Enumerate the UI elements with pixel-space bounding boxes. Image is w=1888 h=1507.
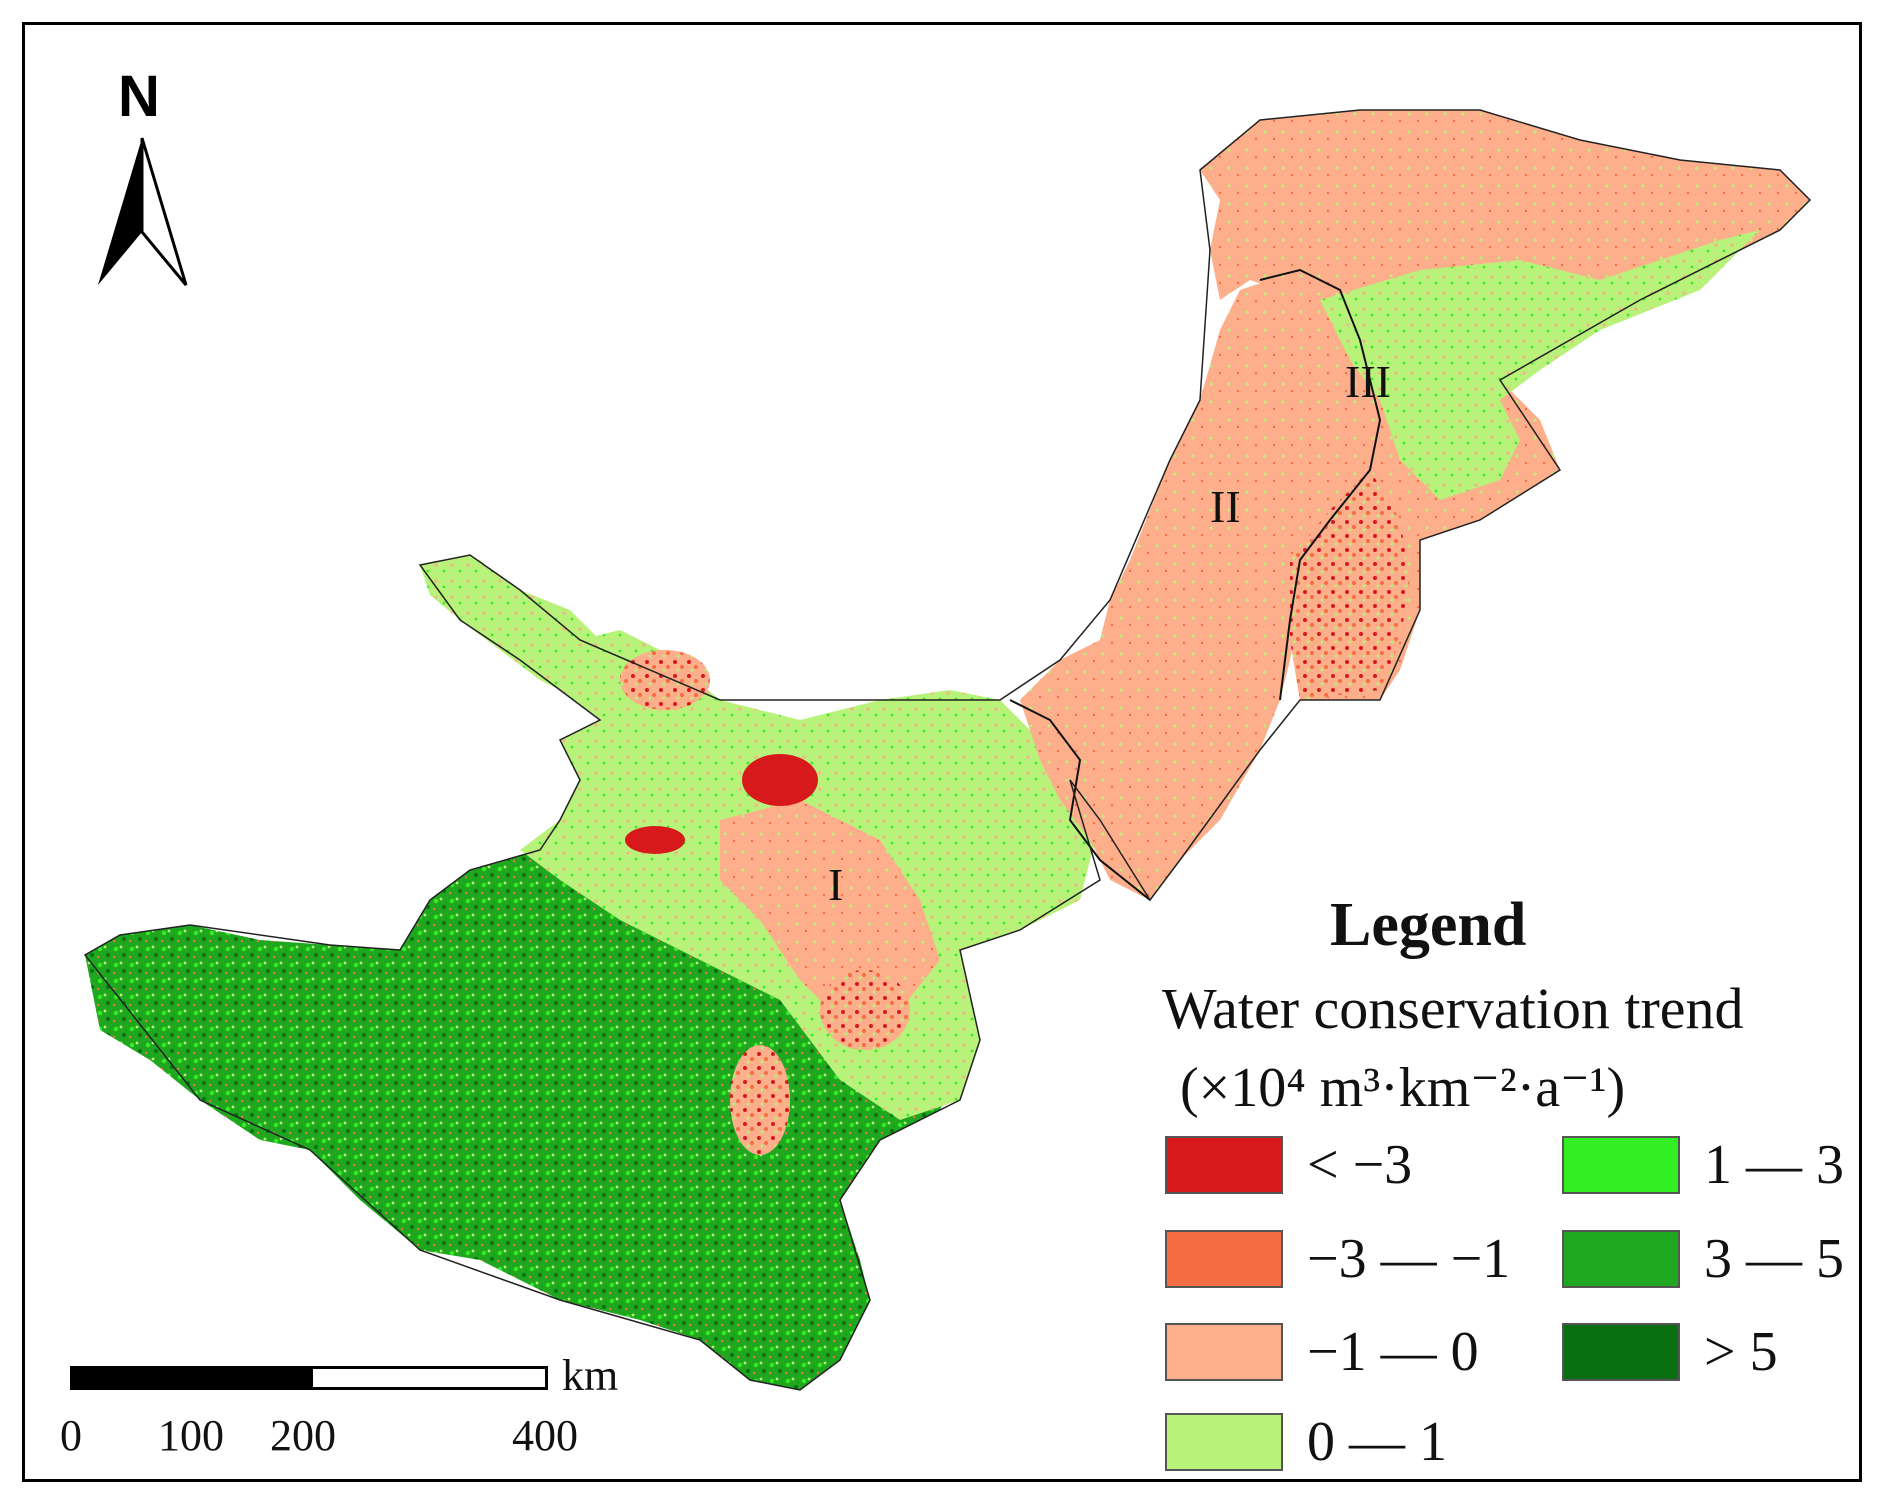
- region-label-i: I: [828, 859, 844, 910]
- hotspot-4: [730, 1045, 790, 1155]
- scale-tick: 400: [512, 1411, 578, 1460]
- scale-unit: km: [562, 1351, 619, 1400]
- legend-label: > 5: [1704, 1321, 1778, 1383]
- scale-tick: 100: [158, 1411, 224, 1460]
- north-arrow-label: N: [118, 64, 160, 129]
- hotspot-3: [820, 970, 910, 1050]
- legend-swatch: [1562, 1136, 1680, 1194]
- scale-tick: 200: [270, 1411, 336, 1460]
- region-label-ii: II: [1210, 481, 1241, 532]
- legend-label: 0 — 1: [1307, 1411, 1447, 1473]
- scale-bar-black-segment: [73, 1369, 313, 1387]
- legend-item: > 5: [1562, 1320, 1778, 1384]
- legend-swatch: [1562, 1230, 1680, 1288]
- legend-swatch: [1165, 1230, 1283, 1288]
- legend-item: 0 — 1: [1165, 1410, 1447, 1474]
- scale-tick: 0: [60, 1411, 82, 1460]
- legend-title: Legend: [1330, 891, 1527, 959]
- study-area: [83, 109, 1812, 1391]
- region-iii-green-band: [1320, 230, 1760, 500]
- hotspot-1: [742, 754, 818, 806]
- salmon-patch: [720, 800, 940, 1020]
- hotspot-5: [625, 826, 685, 854]
- legend-swatch: [1165, 1136, 1283, 1194]
- legend-item: 3 — 5: [1562, 1227, 1844, 1291]
- legend-label: 1 — 3: [1704, 1134, 1844, 1196]
- legend-label: −3 — −1: [1307, 1228, 1511, 1290]
- legend-units: (×10⁴ m³·km⁻²·a⁻¹): [1180, 1057, 1626, 1119]
- study-area-outline: [83, 109, 1812, 1391]
- north-arrow-icon: [98, 137, 188, 286]
- legend-swatch: [1562, 1323, 1680, 1381]
- boundary-i-ii: [1009, 699, 1151, 901]
- legend-subtitle: Water conservation trend: [1162, 976, 1744, 1041]
- legend-item: −3 — −1: [1165, 1227, 1510, 1291]
- region-label-iii: III: [1345, 356, 1391, 407]
- legend-item: −1 — 0: [1165, 1320, 1479, 1384]
- region-ii-area: [1020, 280, 1380, 900]
- boundary-ii-iii: [1259, 268, 1382, 701]
- legend-label: −1 — 0: [1307, 1321, 1479, 1383]
- legend-swatch: [1165, 1323, 1283, 1381]
- legend-label: 3 — 5: [1704, 1228, 1844, 1290]
- region-iii-red-zone: [1290, 470, 1410, 700]
- legend-swatch: [1165, 1413, 1283, 1471]
- scale-bar: [70, 1366, 548, 1390]
- hotspot-2: [620, 650, 710, 710]
- legend-label: < −3: [1307, 1134, 1413, 1196]
- legend-item: 1 — 3: [1562, 1133, 1844, 1197]
- northwest-arm: [420, 555, 610, 700]
- legend-item: < −3: [1165, 1133, 1412, 1197]
